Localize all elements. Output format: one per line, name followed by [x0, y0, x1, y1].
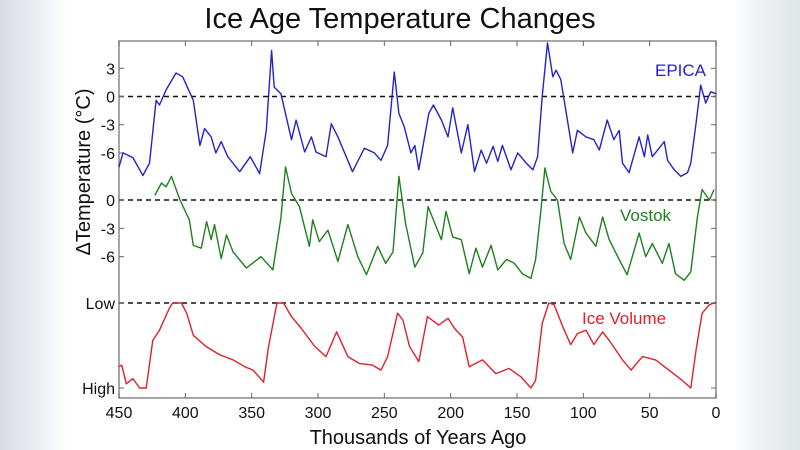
x-axis-label: Thousands of Years Ago [310, 427, 527, 449]
y-axis-label: ΔTemperature (°C) [73, 89, 95, 256]
y-tick-label: 0 [106, 193, 115, 210]
x-tick-label: 50 [641, 405, 659, 422]
y-tick-label: -6 [101, 146, 115, 163]
series-label-ice-volume: Ice Volume [582, 309, 666, 328]
series-label-epica: EPICA [655, 61, 707, 80]
y-tick-label: -6 [101, 250, 115, 267]
x-tick-label: 200 [437, 405, 464, 422]
series-line-vostok [154, 166, 715, 281]
y-tick-label: 3 [106, 61, 115, 78]
x-tick-label: 350 [238, 405, 265, 422]
x-tick-label: 400 [172, 405, 199, 422]
x-tick-label: 150 [504, 405, 531, 422]
series-label-vostok: Vostok [620, 206, 672, 225]
series-line-ice-volume [118, 302, 715, 389]
x-tick-label: 300 [305, 405, 332, 422]
y-tick-label: Low [86, 296, 116, 313]
x-tick-label: 450 [106, 405, 133, 422]
y-tick-label: High [82, 381, 115, 398]
x-tick-label: 0 [712, 405, 721, 422]
x-tick-label: 100 [570, 405, 597, 422]
y-tick-label: 0 [106, 90, 115, 107]
chart-background [67, 0, 733, 450]
y-tick-label: -3 [101, 221, 115, 238]
series-line-epica [118, 42, 717, 178]
y-tick-label: -3 [101, 118, 115, 135]
plot-frame [118, 40, 717, 399]
x-tick-label: 250 [371, 405, 398, 422]
chart-title: Ice Age Temperature Changes [204, 3, 595, 35]
